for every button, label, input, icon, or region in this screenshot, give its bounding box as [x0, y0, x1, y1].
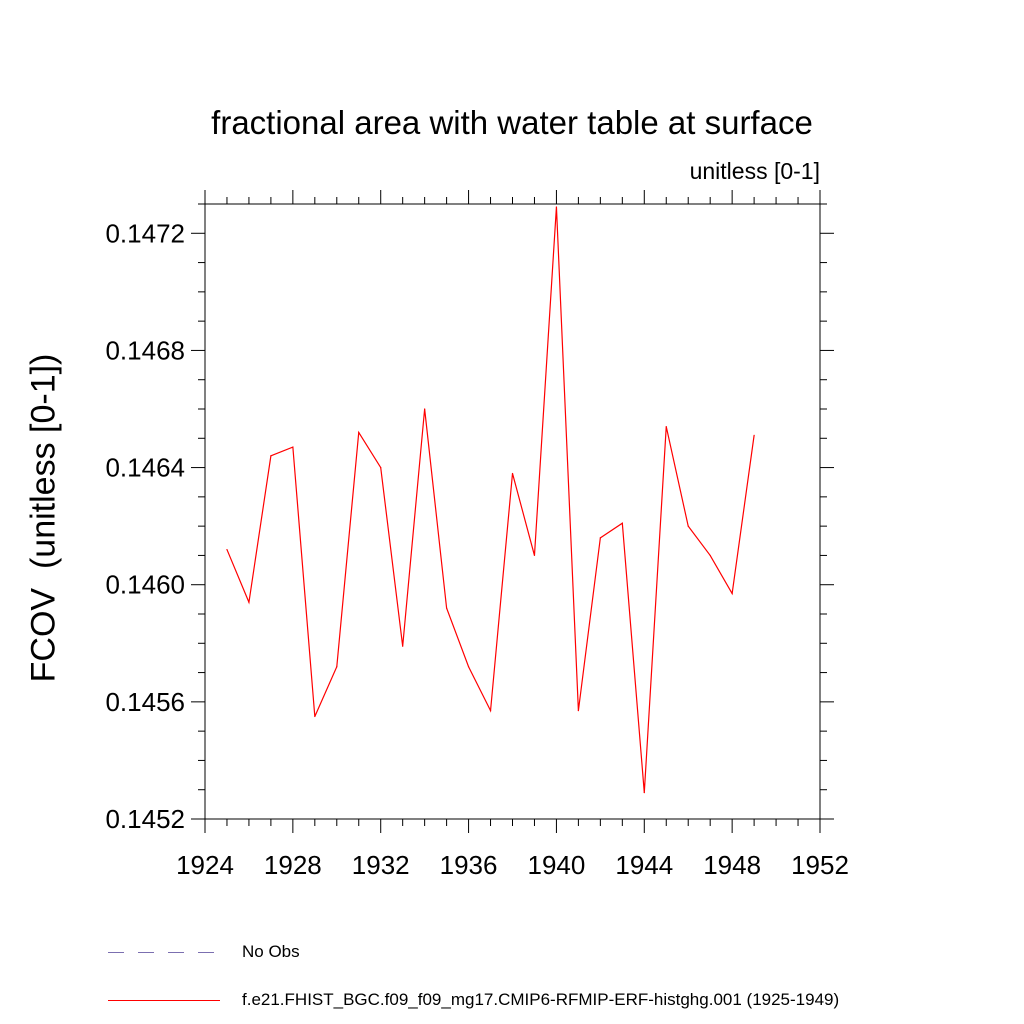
y-tick-labels: 0.1452 0.1456 0.1460 0.1464 0.1468 0.1472 [105, 218, 185, 834]
chart-title: fractional area with water table at surf… [211, 104, 813, 141]
data-point [731, 592, 733, 595]
data-point [248, 601, 250, 603]
chart-subtitle: unitless [0-1] [689, 158, 820, 184]
legend-swatch-no-obs [108, 951, 220, 953]
series-lines [226, 206, 755, 794]
y-tick-label: 0.1460 [105, 570, 185, 600]
data-point [533, 554, 536, 557]
legend-label: No Obs [242, 942, 300, 961]
data-point [292, 446, 294, 448]
legend-swatch-model [108, 999, 220, 1001]
legend-label: f.e21.FHIST_BGC.f09_f09_mg17.CMIP6-RFMIP… [242, 990, 840, 1009]
data-point [577, 710, 579, 712]
y-axis-label: FCOV (unitless [0-1]) [24, 353, 63, 683]
data-point [599, 537, 601, 539]
data-point [446, 607, 448, 609]
y-tick-label: 0.1468 [105, 335, 185, 365]
legend-item-model: f.e21.FHIST_BGC.f09_f09_mg17.CMIP6-RFMIP… [108, 988, 839, 1012]
y-tick-label: 0.1456 [105, 687, 185, 717]
data-point [467, 666, 470, 668]
data-point [314, 715, 316, 718]
data-point [226, 548, 228, 551]
data-point [643, 792, 645, 794]
data-point [555, 206, 558, 208]
x-tick-label: 1948 [703, 850, 761, 880]
data-point [380, 466, 382, 469]
legend-item-no-obs: No Obs [108, 940, 300, 964]
x-tick-label: 1932 [352, 850, 410, 880]
data-point [511, 472, 514, 475]
x-tick-label: 1944 [615, 850, 673, 880]
x-tick-label: 1940 [528, 850, 586, 880]
y-tick-label: 0.1464 [105, 453, 185, 483]
y-tick-label: 0.1472 [105, 218, 185, 248]
data-point [424, 408, 426, 410]
x-tick-labels: 1924 1928 1932 1936 1940 1944 1948 1952 [176, 850, 849, 880]
plot-frame [204, 203, 821, 820]
data-point [358, 431, 360, 434]
data-point [402, 645, 404, 647]
axis-ticks [191, 190, 834, 833]
x-tick-label: 1952 [791, 850, 849, 880]
data-point [270, 455, 272, 457]
data-point [489, 710, 492, 712]
x-tick-label: 1928 [264, 850, 322, 880]
data-point [665, 425, 667, 428]
data-point [336, 666, 338, 668]
x-tick-label: 1924 [176, 850, 234, 880]
series-line [226, 206, 755, 793]
data-point [753, 434, 755, 436]
y-tick-label: 0.1452 [105, 804, 185, 834]
data-point [621, 522, 623, 524]
x-tick-label: 1936 [440, 850, 498, 880]
data-point [687, 525, 689, 527]
data-point [709, 554, 711, 557]
